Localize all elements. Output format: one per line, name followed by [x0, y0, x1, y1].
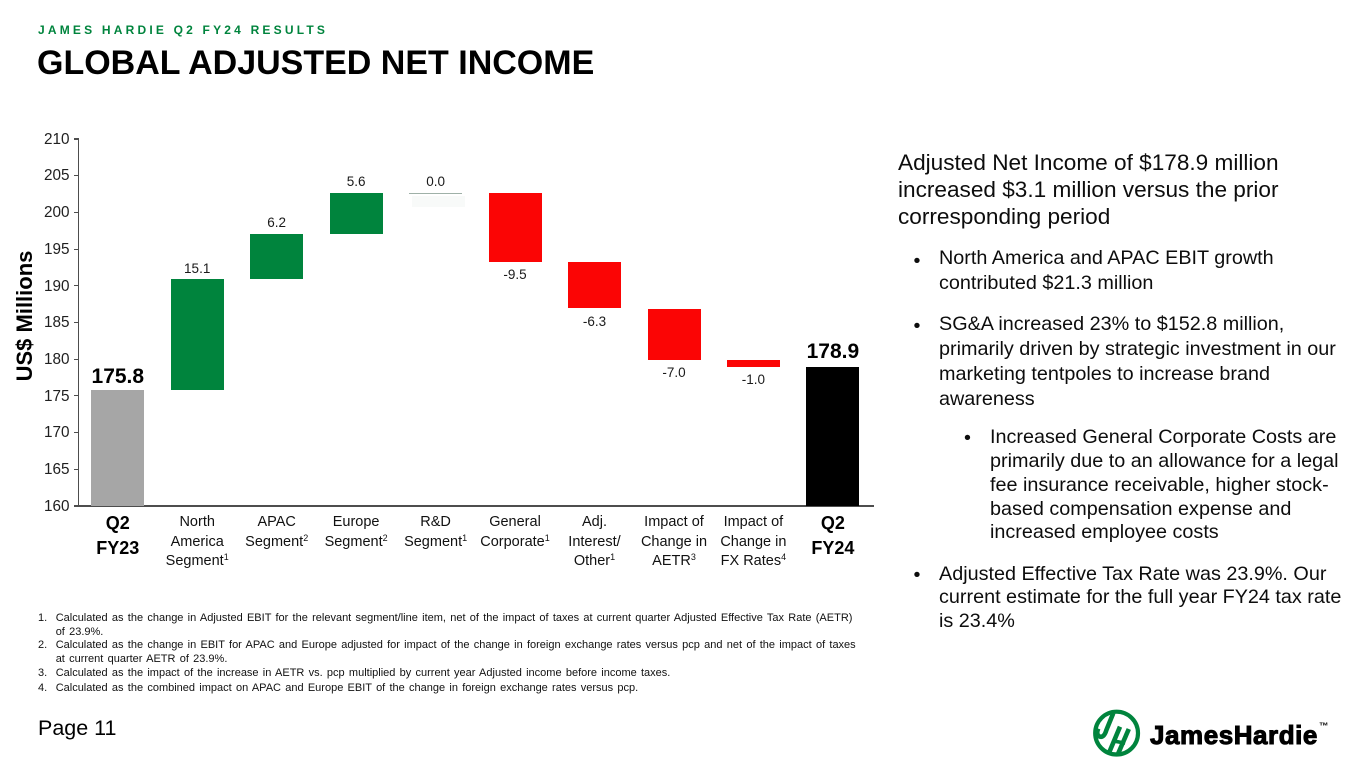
svg-text:™: ™ — [1319, 721, 1329, 732]
svg-text:JamesHardie: JamesHardie — [1150, 720, 1318, 750]
